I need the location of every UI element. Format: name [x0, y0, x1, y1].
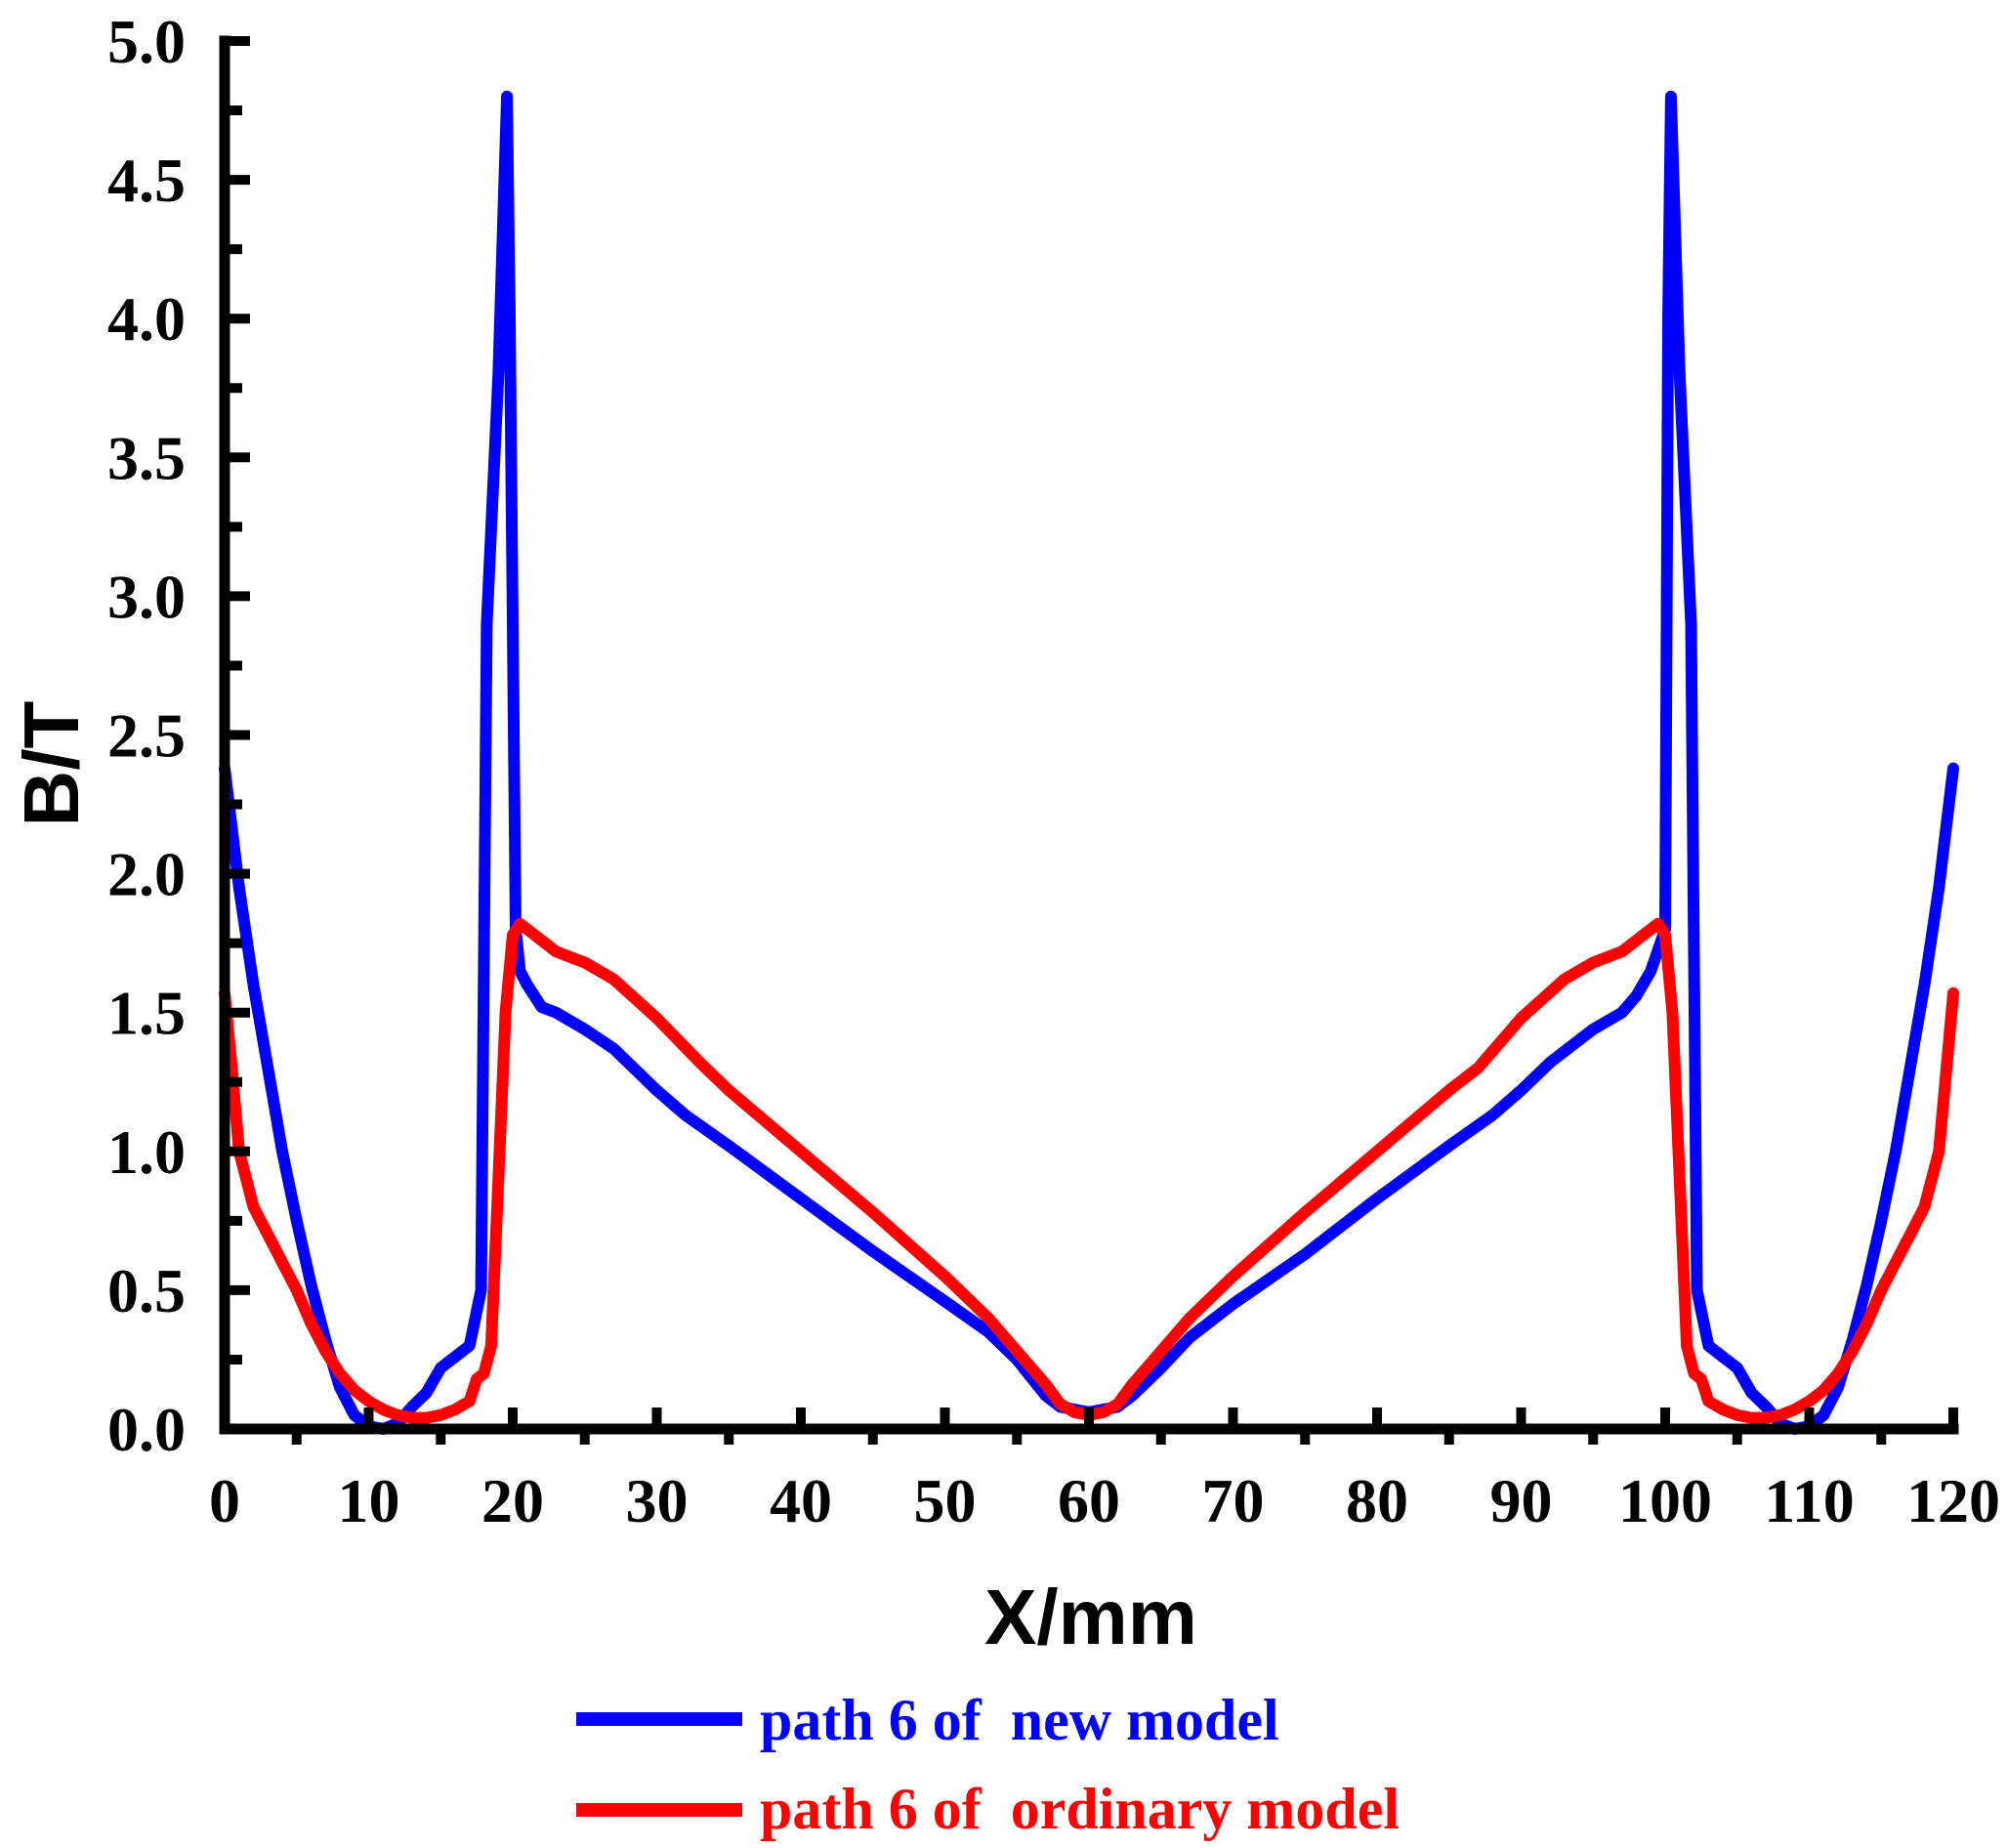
x-tick-label: 50	[914, 1466, 977, 1535]
y-tick-label: 1.5	[107, 979, 186, 1048]
y-tick-label: 0.5	[107, 1256, 186, 1325]
ticks-layer: 0 10 20 30 40 50 60 70 80 90 100 110 120 0.0 0.5 1.0 1.5…	[107, 7, 2000, 1535]
y-axis-title: B/T	[8, 700, 95, 826]
x-tick-label: 60	[1058, 1466, 1120, 1535]
y-tick-label: 1.0	[107, 1117, 186, 1187]
y-tick-label: 3.5	[107, 423, 186, 492]
legend-item-new-model: path 6 of new model	[576, 1688, 1279, 1752]
x-tick-label: 30	[626, 1466, 689, 1535]
x-tick-label: 100	[1618, 1466, 1712, 1535]
y-tick-label: 2.5	[107, 701, 186, 771]
x-tick-label: 90	[1490, 1466, 1553, 1535]
x-tick-label: 110	[1764, 1466, 1854, 1535]
x-tick-label: 0	[209, 1466, 240, 1535]
series-layer	[219, 90, 1959, 1435]
legend-label-ordinary-model: path 6 of ordinary model	[760, 1777, 1400, 1841]
legend-label-new-model: path 6 of new model	[760, 1688, 1279, 1752]
legend: path 6 of new model path 6 of ordinary m…	[576, 1688, 1400, 1841]
x-tick-label: 70	[1202, 1466, 1265, 1535]
y-tick-label: 0.0	[107, 1395, 186, 1464]
series-line-0	[219, 90, 1959, 1435]
y-tick-label: 4.0	[107, 284, 186, 354]
x-axis-title: X/mm	[984, 1574, 1197, 1660]
legend-item-ordinary-model: path 6 of ordinary model	[576, 1777, 1400, 1841]
x-tick-label: 20	[481, 1466, 544, 1535]
y-tick-label: 2.0	[107, 840, 186, 909]
y-tick-label: 5.0	[107, 7, 186, 76]
x-tick-label: 80	[1346, 1466, 1408, 1535]
x-tick-label: 10	[338, 1466, 400, 1535]
y-tick-label: 3.0	[107, 562, 186, 631]
y-tick-label: 4.5	[107, 146, 186, 215]
series-line-1	[219, 917, 1959, 1424]
x-tick-label: 120	[1906, 1466, 2000, 1535]
x-tick-label: 40	[770, 1466, 832, 1535]
